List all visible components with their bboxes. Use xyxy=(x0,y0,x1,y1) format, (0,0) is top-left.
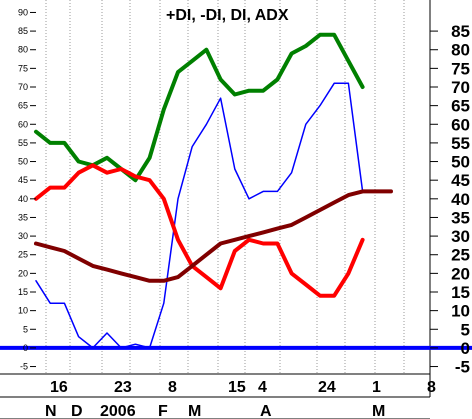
x-axis-month-labels: N D 2006 F M A M xyxy=(45,403,385,419)
series-layer xyxy=(34,32,393,349)
x-month-label: A xyxy=(260,403,272,419)
left-tick-label: 5 xyxy=(23,324,28,334)
right-tick-label: 0 xyxy=(461,339,470,358)
series-di-line xyxy=(35,82,364,349)
left-tick-label: 75 xyxy=(18,63,28,73)
right-tick-label: 25 xyxy=(451,246,470,265)
left-tick-label: 15 xyxy=(18,287,28,297)
left-tick-label: -5 xyxy=(20,362,28,372)
x-axis-day-labels: 16 23 8 15 4 24 1 8 xyxy=(50,379,436,396)
left-tick-label: 55 xyxy=(18,138,28,148)
x-day-label: 8 xyxy=(427,379,436,396)
left-tick-label: 85 xyxy=(18,26,28,36)
right-tick-label: 60 xyxy=(451,115,470,134)
right-tick-label: -5 xyxy=(455,358,470,377)
right-tick-label: 40 xyxy=(451,190,470,209)
right-tick-label: 55 xyxy=(451,134,470,153)
left-tick-label: 45 xyxy=(18,175,28,185)
x-month-label: D xyxy=(71,403,83,419)
left-tick-label: 90 xyxy=(18,7,28,17)
x-day-label: 24 xyxy=(318,379,336,396)
x-month-label: 2006 xyxy=(100,403,136,419)
x-month-label: M xyxy=(372,403,385,419)
left-tick-label: 35 xyxy=(18,212,28,222)
right-tick-label: 50 xyxy=(451,153,470,172)
right-tick-label: 80 xyxy=(451,41,470,60)
left-tick-label: 60 xyxy=(18,119,28,129)
x-day-label: 8 xyxy=(168,379,177,396)
x-day-label: 15 xyxy=(228,379,246,396)
right-tick-label: 15 xyxy=(451,283,470,302)
left-tick-label: 65 xyxy=(18,101,28,111)
right-tick-label: 20 xyxy=(451,264,470,283)
left-tick-label: 80 xyxy=(18,45,28,55)
right-tick-label: 65 xyxy=(451,97,470,116)
left-tick-label: 25 xyxy=(18,250,28,260)
right-tick-label: 10 xyxy=(451,302,470,321)
x-month-label: M xyxy=(188,403,201,419)
x-day-label: 1 xyxy=(372,379,381,396)
right-tick-label: 70 xyxy=(451,78,470,97)
left-tick-label: 40 xyxy=(18,194,28,204)
left-tick-label: 50 xyxy=(18,157,28,167)
left-tick-label: 30 xyxy=(18,231,28,241)
series-adx-line xyxy=(34,189,393,283)
right-tick-label: 35 xyxy=(451,208,470,227)
left-tick-label: 20 xyxy=(18,268,28,278)
right-tick-label: 75 xyxy=(451,59,470,78)
left-axis-ticks: -5 0 5 10 15 20 25 30 35 40 45 50 55 60 65 70 75 80 85 90 xyxy=(18,7,36,372)
right-tick-label: 85 xyxy=(451,22,470,41)
x-day-label: 4 xyxy=(258,379,267,396)
left-tick-label: 0 xyxy=(23,343,28,353)
right-tick-label: 30 xyxy=(451,227,470,246)
left-tick-label: 70 xyxy=(18,82,28,92)
right-tick-label: 5 xyxy=(461,320,470,339)
x-day-label: 16 xyxy=(50,379,68,396)
x-month-label: F xyxy=(158,403,168,419)
chart-title: +DI, -DI, DI, ADX xyxy=(166,7,289,24)
right-tick-label: 45 xyxy=(451,171,470,190)
series-minus-di-line xyxy=(34,163,365,298)
x-day-label: 23 xyxy=(114,379,132,396)
x-month-label: N xyxy=(45,403,57,419)
left-tick-label: 10 xyxy=(18,306,28,316)
